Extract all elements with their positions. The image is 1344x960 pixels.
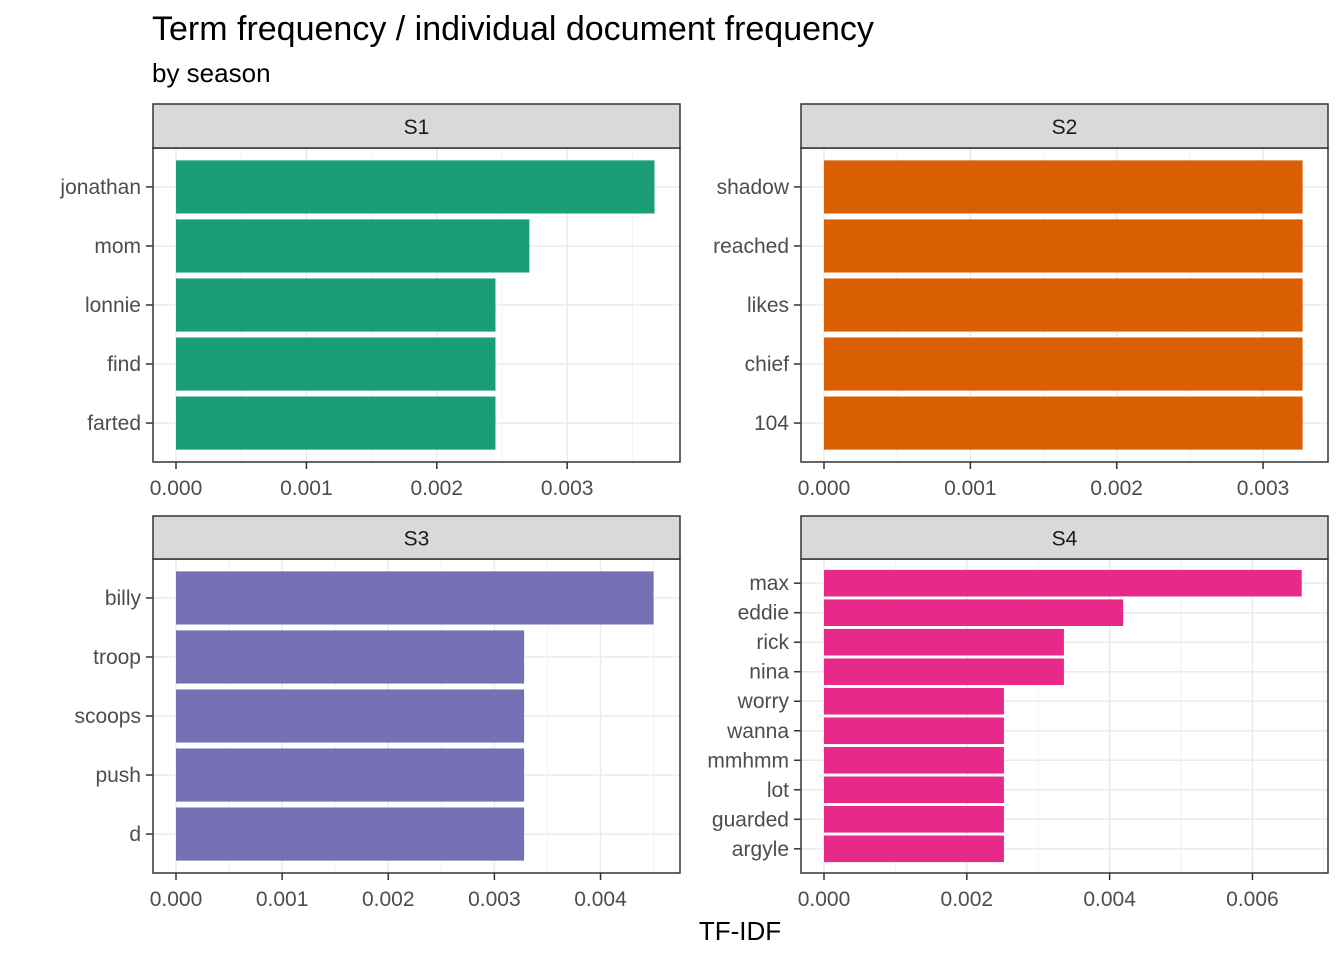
facet-panel-s4: max eddie rick nina worry wanna mmhmm lot guarde… [707, 515, 1329, 911]
facet-strip-label: S4 [1052, 528, 1078, 551]
y-tick-label: lonnie [85, 294, 141, 317]
y-tick-label: likes [747, 294, 789, 317]
y-tick-label: push [95, 764, 141, 787]
bar-eddie [824, 599, 1124, 626]
x-tick-label: 0.003 [468, 888, 521, 911]
bar-lot [824, 776, 1004, 804]
x-tick-label: 0.006 [1226, 888, 1279, 911]
x-tick-label: 0.002 [362, 888, 415, 911]
chart-subtitle: by season [152, 58, 271, 88]
x-tick-label: 0.000 [150, 888, 203, 911]
bar-worry [824, 687, 1004, 715]
y-tick-label: find [107, 353, 141, 376]
y-tick-label: max [749, 572, 789, 595]
y-tick-label: guarded [712, 808, 789, 831]
bar-lonnie [176, 278, 496, 332]
y-tick-label: farted [87, 412, 141, 435]
facet-strip [800, 515, 1329, 560]
bar-max [824, 569, 1302, 597]
bar-mmhmm [824, 746, 1004, 774]
bar-nina [824, 658, 1064, 686]
x-tick-label: 0.003 [1237, 477, 1290, 500]
y-tick-label: argyle [732, 838, 789, 861]
y-tick-label: lot [767, 779, 789, 802]
facet-panel-s3: billy troop scoops push d 0.000 0.001 0.002 0.00… [74, 515, 681, 911]
y-tick-label: shadow [717, 176, 790, 199]
bar-troop [176, 630, 525, 684]
bar-likes [824, 278, 1303, 332]
x-tick-label: 0.003 [541, 477, 594, 500]
bar-find [176, 337, 496, 391]
facet-strip-label: S3 [404, 528, 430, 551]
chart-title: Term frequency / individual document fre… [152, 10, 874, 48]
y-tick-label: eddie [738, 602, 789, 625]
y-tick-label: d [129, 823, 141, 846]
facet-strip-label: S1 [404, 116, 430, 139]
facet-strip [152, 103, 681, 149]
bar-argyle [824, 835, 1004, 863]
x-tick-label: 0.002 [1090, 477, 1143, 500]
facet-panels: jonathan mom lonnie find farted 0.000 0.001 0.0… [59, 103, 1329, 911]
bar-wanna [824, 717, 1004, 745]
bar-shadow [824, 160, 1303, 214]
bar-push [176, 748, 525, 802]
x-tick-label: 0.000 [150, 477, 203, 500]
y-tick-label: wanna [726, 720, 789, 743]
y-tick-label: billy [105, 587, 142, 610]
x-tick-label: 0.000 [798, 477, 851, 500]
y-tick-label: chief [745, 353, 790, 376]
x-tick-label: 0.001 [944, 477, 997, 500]
y-tick-label: 104 [754, 412, 789, 435]
x-axis-label: TF-IDF [699, 916, 781, 946]
bar-d [176, 807, 525, 861]
y-tick-label: mom [94, 235, 141, 258]
bar-chief [824, 337, 1303, 391]
x-tick-label: 0.004 [1083, 888, 1136, 911]
bar-reached [824, 219, 1303, 273]
y-tick-label: scoops [74, 705, 141, 728]
facet-strip-label: S2 [1052, 116, 1078, 139]
facet-panel-s1: jonathan mom lonnie find farted 0.000 0.001 0.0… [59, 103, 681, 500]
y-tick-label: reached [713, 235, 789, 258]
bar-rick [824, 628, 1064, 656]
bar-farted [176, 396, 496, 450]
x-tick-label: 0.002 [941, 888, 994, 911]
x-tick-label: 0.001 [256, 888, 309, 911]
x-tick-label: 0.001 [280, 477, 333, 500]
y-tick-label: mmhmm [707, 749, 789, 772]
bar-guarded [824, 806, 1004, 833]
facet-panel-s2: shadow reached likes chief 104 0.000 0.001 0.00… [713, 103, 1329, 500]
bar-mom [176, 219, 530, 273]
y-tick-label: nina [749, 661, 789, 684]
y-tick-label: worry [737, 690, 790, 713]
y-tick-label: jonathan [59, 176, 141, 199]
y-tick-label: rick [756, 631, 789, 654]
bar-104 [824, 396, 1303, 450]
bar-jonathan [176, 160, 655, 214]
facet-strip [800, 103, 1329, 149]
x-tick-label: 0.004 [574, 888, 627, 911]
bar-billy [176, 571, 654, 625]
x-tick-label: 0.000 [798, 888, 851, 911]
y-tick-label: troop [93, 646, 141, 669]
facet-strip [152, 515, 681, 560]
x-tick-label: 0.002 [410, 477, 463, 500]
bar-scoops [176, 689, 525, 743]
